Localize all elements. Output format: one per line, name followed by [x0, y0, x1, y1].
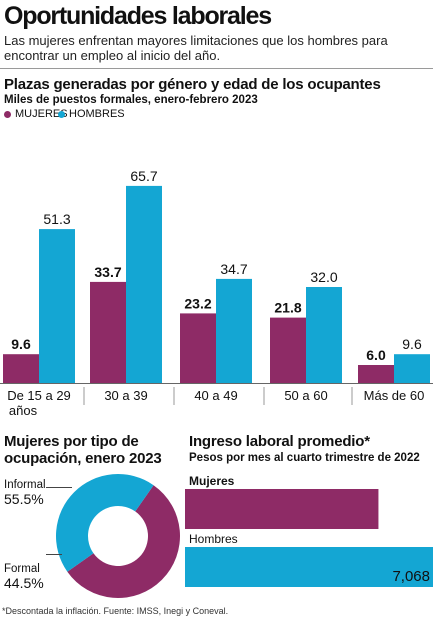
- x-tick-label-de-15-a-29-a-os: De 15 a 29: [7, 388, 71, 403]
- bar-chart-title: Plazas generadas por género y edad de lo…: [4, 76, 381, 93]
- x-tick-label-30-a-39: 30 a 39: [104, 388, 147, 403]
- x-tick-label-de-15-a-29-a-os-line2: años: [9, 403, 38, 418]
- data-label-hombres-30-a-39: 65.7: [130, 168, 157, 184]
- income-chart-subtitle: Pesos por mes al cuarto trimestre de 202…: [189, 452, 420, 464]
- bar-hombres-50-a-60: [306, 287, 342, 383]
- donut-slice-informal: [67, 485, 180, 598]
- data-label-hombres-50-a-60: 32.0: [310, 269, 337, 285]
- bar-hombres-40-a-49: [216, 278, 252, 383]
- x-tick-label-50-a-60: 50 a 60: [284, 388, 327, 403]
- donut-chart: [46, 474, 180, 598]
- legend-swatch-hombres: [58, 110, 65, 118]
- x-tick-label-m-s-de-60: Más de 60: [364, 388, 425, 403]
- legend-item-mujeres: MUJERES: [4, 108, 68, 120]
- legend-swatch-mujeres: [4, 110, 11, 118]
- donut-chart-title: Mujeres por tipo de ocupación, enero 202…: [4, 433, 162, 467]
- data-label-hombres-m-s-de-60: 9.6: [402, 336, 422, 352]
- donut-label-formal-name: Formal: [4, 563, 40, 575]
- donut-label-formal: Formal 44.5%: [4, 562, 44, 590]
- bar-mujeres-m-s-de-60: [358, 365, 394, 383]
- data-label-mujeres-de-15-a-29-a-os: 9.6: [11, 336, 31, 352]
- page-title: Oportunidades laborales: [4, 2, 272, 30]
- donut-label-informal-value: 55.5%: [4, 491, 44, 507]
- data-label-mujeres-30-a-39: 33.7: [94, 264, 121, 280]
- legend-label-hombres: HOMBRES: [69, 108, 125, 120]
- donut-label-informal-name: Informal: [4, 479, 46, 491]
- donut-slice-formal: [56, 474, 154, 572]
- x-tick-label-40-a-49: 40 a 49: [194, 388, 237, 403]
- bar-mujeres-de-15-a-29-a-os: [3, 354, 39, 383]
- income-bar-chart: Mujeres Hombres 7,068: [185, 474, 433, 587]
- data-label-hombres-40-a-49: 34.7: [220, 261, 247, 277]
- donut-label-formal-value: 44.5%: [4, 575, 44, 591]
- income-value-hombres: 7,068: [392, 568, 430, 585]
- data-label-hombres-de-15-a-29-a-os: 51.3: [43, 211, 70, 227]
- bar-hombres-30-a-39: [126, 185, 162, 383]
- bar-hombres-m-s-de-60: [394, 354, 430, 383]
- income-label-hombres: Hombres: [189, 532, 238, 546]
- divider: [0, 68, 433, 69]
- bar-mujeres-40-a-49: [180, 313, 216, 383]
- data-label-mujeres-50-a-60: 21.8: [274, 300, 301, 316]
- data-label-mujeres-40-a-49: 23.2: [184, 295, 211, 311]
- income-bar-mujeres: [185, 489, 379, 529]
- footnote: *Descontada la inflación. Fuente: IMSS, …: [2, 606, 229, 616]
- income-chart-title: Ingreso laboral promedio*: [189, 433, 370, 450]
- legend-item-hombres: HOMBRES: [58, 108, 125, 120]
- income-bar-hombres: [185, 547, 433, 587]
- income-label-mujeres: Mujeres: [189, 474, 235, 488]
- donut-label-informal: Informal 55.5%: [4, 478, 46, 506]
- page-subtitle: Las mujeres enfrentan mayores limitacion…: [4, 33, 388, 63]
- bar-chart-subtitle: Miles de puestos formales, enero-febrero…: [4, 94, 258, 106]
- bar-hombres-de-15-a-29-a-os: [39, 229, 75, 383]
- bar-mujeres-50-a-60: [270, 317, 306, 383]
- data-label-mujeres-m-s-de-60: 6.0: [366, 347, 386, 363]
- bar-mujeres-30-a-39: [90, 281, 126, 383]
- legend-label-mujeres: MUJERES: [15, 108, 68, 120]
